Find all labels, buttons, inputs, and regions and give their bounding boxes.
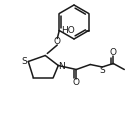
Text: O: O bbox=[110, 48, 117, 57]
Text: S: S bbox=[99, 66, 105, 75]
Text: O: O bbox=[73, 78, 80, 87]
Text: N: N bbox=[58, 62, 65, 71]
Text: O: O bbox=[54, 37, 61, 46]
Text: HO: HO bbox=[61, 26, 75, 35]
Text: S: S bbox=[21, 57, 27, 66]
